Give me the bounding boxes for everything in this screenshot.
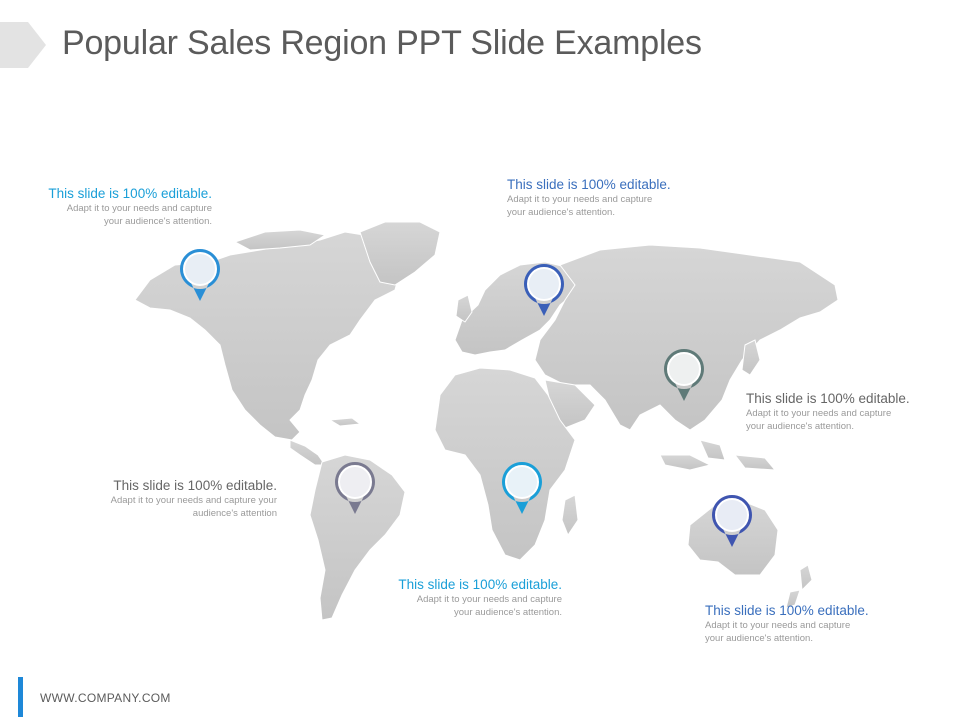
continent-central-america: [289, 439, 326, 466]
map-pin-icon-africa[interactable]: [500, 460, 544, 518]
slide-title: Popular Sales Region PPT Slide Examples: [62, 24, 702, 62]
map-pin-icon-north-america[interactable]: [178, 247, 222, 305]
callout-south-america: This slide is 100% editable. Adapt it to…: [60, 478, 277, 520]
map-pin-icon-asia[interactable]: [662, 347, 706, 405]
callout-heading: This slide is 100% editable.: [746, 391, 910, 406]
callout-australia: This slide is 100% editable. Adapt it to…: [705, 603, 905, 645]
continent-north-america: [134, 231, 401, 441]
footer-accent-bar: [18, 677, 23, 717]
header-arrow-shape: [0, 22, 46, 68]
continent-greenland: [359, 221, 441, 286]
callout-north-america: This slide is 100% editable. Adapt it to…: [28, 186, 212, 228]
continent-asia: [534, 244, 839, 431]
callout-heading: This slide is 100% editable.: [398, 577, 562, 592]
callout-heading: This slide is 100% editable.: [705, 603, 869, 618]
callout-body: Adapt it to your needs and capture your …: [110, 495, 277, 519]
callout-body: Adapt it to your needs and capture your …: [507, 194, 653, 218]
footer-website[interactable]: WWW.COMPANY.COM: [40, 691, 171, 705]
map-pin-icon-australia[interactable]: [710, 493, 754, 551]
continent-south-america: [309, 454, 406, 621]
callout-europe: This slide is 100% editable. Adapt it to…: [507, 177, 707, 219]
continent-africa: [434, 367, 576, 561]
callout-heading: This slide is 100% editable.: [507, 177, 671, 192]
callout-body: Adapt it to your needs and capture your …: [66, 203, 212, 227]
callout-heading: This slide is 100% editable.: [113, 478, 277, 493]
callout-asia: This slide is 100% editable. Adapt it to…: [746, 391, 946, 433]
callout-heading: This slide is 100% editable.: [48, 186, 212, 201]
callout-body: Adapt it to your needs and capture your …: [746, 408, 892, 432]
map-pin-icon-europe[interactable]: [522, 262, 566, 320]
map-pin-icon-south-america[interactable]: [333, 460, 377, 518]
callout-body: Adapt it to your needs and capture your …: [416, 594, 562, 618]
callout-body: Adapt it to your needs and capture your …: [705, 620, 851, 644]
callout-africa: This slide is 100% editable. Adapt it to…: [362, 577, 562, 619]
